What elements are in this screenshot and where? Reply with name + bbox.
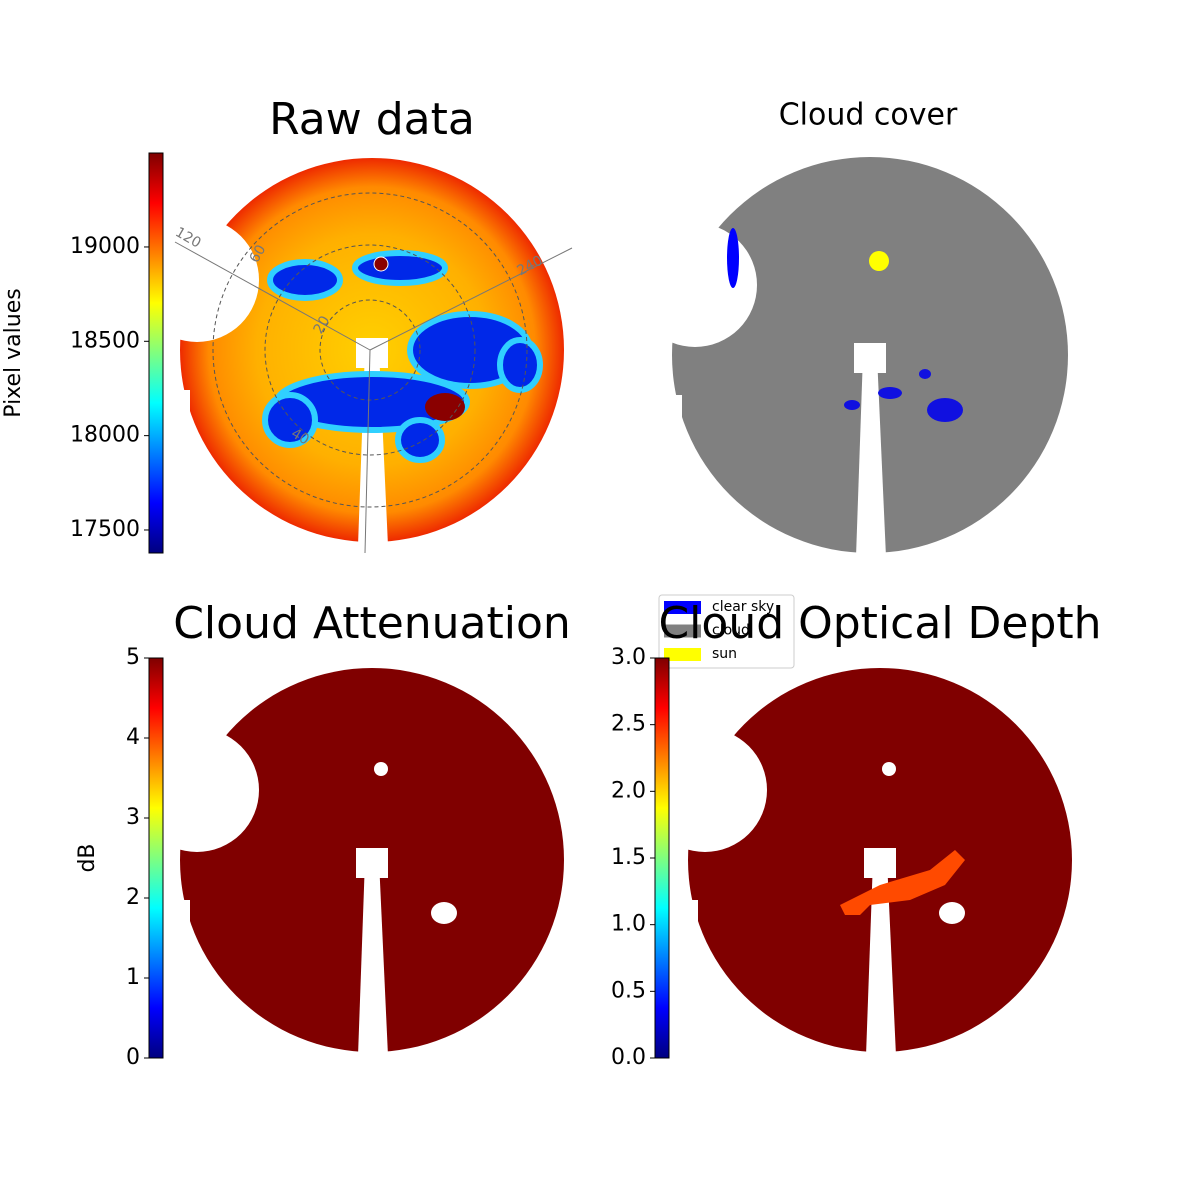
shadow-arm [864, 848, 896, 878]
shadow-arm [854, 343, 886, 373]
tick-label: 17500 [70, 517, 140, 542]
colorbar [148, 657, 164, 1059]
tick-label: 1.5 [611, 845, 646, 870]
tick-label: 0 [126, 1045, 140, 1070]
sun [373, 256, 389, 272]
polar-spoke [369, 247, 573, 351]
legend-swatch [664, 648, 701, 661]
tick-label: 1 [126, 965, 140, 990]
panel-title: Cloud cover [779, 98, 958, 133]
tick-label: 4 [126, 725, 140, 750]
sun-mask [882, 762, 896, 776]
polar-ring [264, 244, 476, 456]
polar-ring [319, 299, 421, 401]
panel-title: Cloud Optical Depth [658, 598, 1101, 649]
panel: Cloud cover [633, 98, 1068, 593]
mask [175, 900, 190, 1092]
legend-swatch [664, 624, 701, 638]
cloud-free-region [267, 259, 343, 301]
shadow-arm [356, 848, 388, 878]
shadow-arm [356, 338, 388, 368]
sun-mask [431, 902, 457, 924]
mask [667, 395, 682, 593]
mask [135, 728, 259, 852]
panel: Cloud Optical Depth 0.0 0.5 1.0 1.5 2.0 2.5 3.0 [611, 598, 1102, 1092]
tick-label: 3.0 [611, 645, 646, 670]
polar-label: 60 [247, 242, 270, 265]
tick-label: 2.5 [611, 712, 646, 737]
tick-label: 2 [126, 885, 140, 910]
legend-label: clear sky [712, 599, 774, 615]
clear-sky [878, 387, 902, 399]
tick-label: 18000 [70, 423, 140, 448]
shadow-band [866, 860, 896, 1056]
tick-label: 0.5 [611, 978, 646, 1003]
sun-region [425, 393, 465, 421]
sun-mask [374, 762, 388, 776]
polar-label: 40 [288, 426, 311, 449]
clear-sky [919, 369, 931, 379]
clear-sky [844, 400, 860, 410]
cloud-free-region [352, 250, 448, 286]
legend-swatch [664, 601, 701, 614]
clear-sky [927, 398, 963, 422]
tick-label: 18500 [70, 328, 140, 353]
polar-spoke [174, 241, 371, 351]
mask [643, 728, 767, 852]
mask [135, 218, 259, 342]
sun-mask [939, 902, 965, 924]
polar-spoke [364, 349, 371, 554]
mask [633, 223, 757, 347]
panel-title: Raw data [269, 94, 475, 145]
blob [840, 850, 965, 915]
tick-label: 5 [126, 645, 140, 670]
panel-title: Cloud Attenuation [173, 598, 571, 649]
legend-label: cloud [712, 623, 750, 639]
colorbar [654, 657, 670, 1059]
cloud-free-region [395, 417, 445, 463]
sun [869, 251, 889, 271]
mask [683, 900, 698, 1092]
colorbar [148, 152, 164, 554]
colorbar-label: Pixel values [1, 288, 26, 417]
panel: Cloud Attenuation 0 1 2 3 4 5 dB [75, 598, 571, 1092]
cloud-free-region [262, 392, 318, 448]
tick-label: 19000 [70, 234, 140, 259]
polar-ring [212, 192, 528, 508]
shadow-band [358, 860, 388, 1056]
tick-label: 1.0 [611, 912, 646, 937]
clear-sky [727, 228, 739, 288]
polar-label: 20 [311, 313, 334, 336]
colorbar-label: dB [75, 843, 100, 872]
mask [175, 390, 190, 582]
legend-label: sun [712, 646, 737, 662]
cloud-free-region [497, 337, 543, 393]
legend: clear sky cloud sun [658, 594, 795, 669]
tick-label: 2.0 [611, 778, 646, 803]
tick-label: 3 [126, 805, 140, 830]
tick-label: 0.0 [611, 1045, 646, 1070]
shadow-band [856, 355, 886, 557]
